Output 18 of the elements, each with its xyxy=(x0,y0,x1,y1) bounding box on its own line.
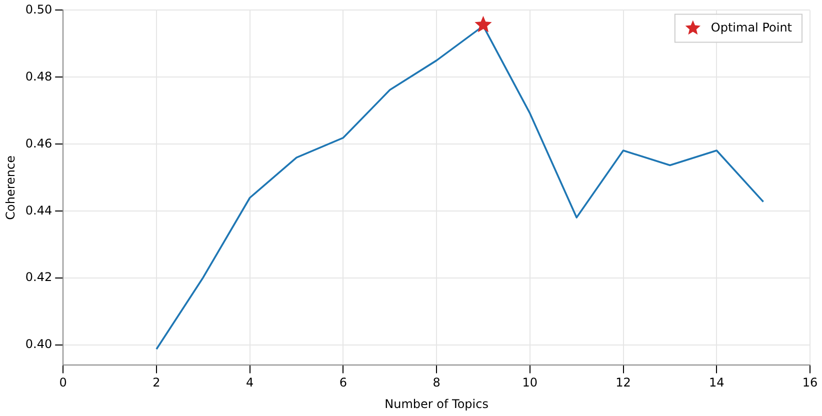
x-tick-label: 12 xyxy=(616,376,631,390)
y-tick-label: 0.40 xyxy=(25,337,52,352)
x-tick-label: 2 xyxy=(152,376,160,390)
x-tick-label: 6 xyxy=(339,376,348,390)
x-tick-label: 8 xyxy=(432,376,440,390)
y-tick-label: 0.50 xyxy=(25,2,52,16)
x-tick-label: 10 xyxy=(522,376,538,390)
y-tick-label: 0.48 xyxy=(25,69,52,84)
x-axis-title: Number of Topics xyxy=(384,396,488,411)
x-tick-label: 4 xyxy=(246,376,254,390)
y-tick-label: 0.46 xyxy=(25,136,52,150)
y-tick-label: 0.42 xyxy=(25,270,52,284)
x-tick-label: 16 xyxy=(802,376,818,390)
legend-label: Optimal Point xyxy=(710,20,792,34)
x-tick-label: 14 xyxy=(709,376,724,390)
y-axis-title: Coherence xyxy=(3,156,18,220)
x-tick-label: 0 xyxy=(59,376,67,390)
y-tick-label: 0.44 xyxy=(25,203,52,218)
